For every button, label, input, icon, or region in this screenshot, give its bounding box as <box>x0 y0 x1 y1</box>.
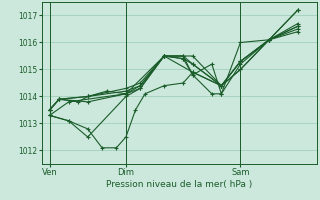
X-axis label: Pression niveau de la mer( hPa ): Pression niveau de la mer( hPa ) <box>106 180 252 189</box>
